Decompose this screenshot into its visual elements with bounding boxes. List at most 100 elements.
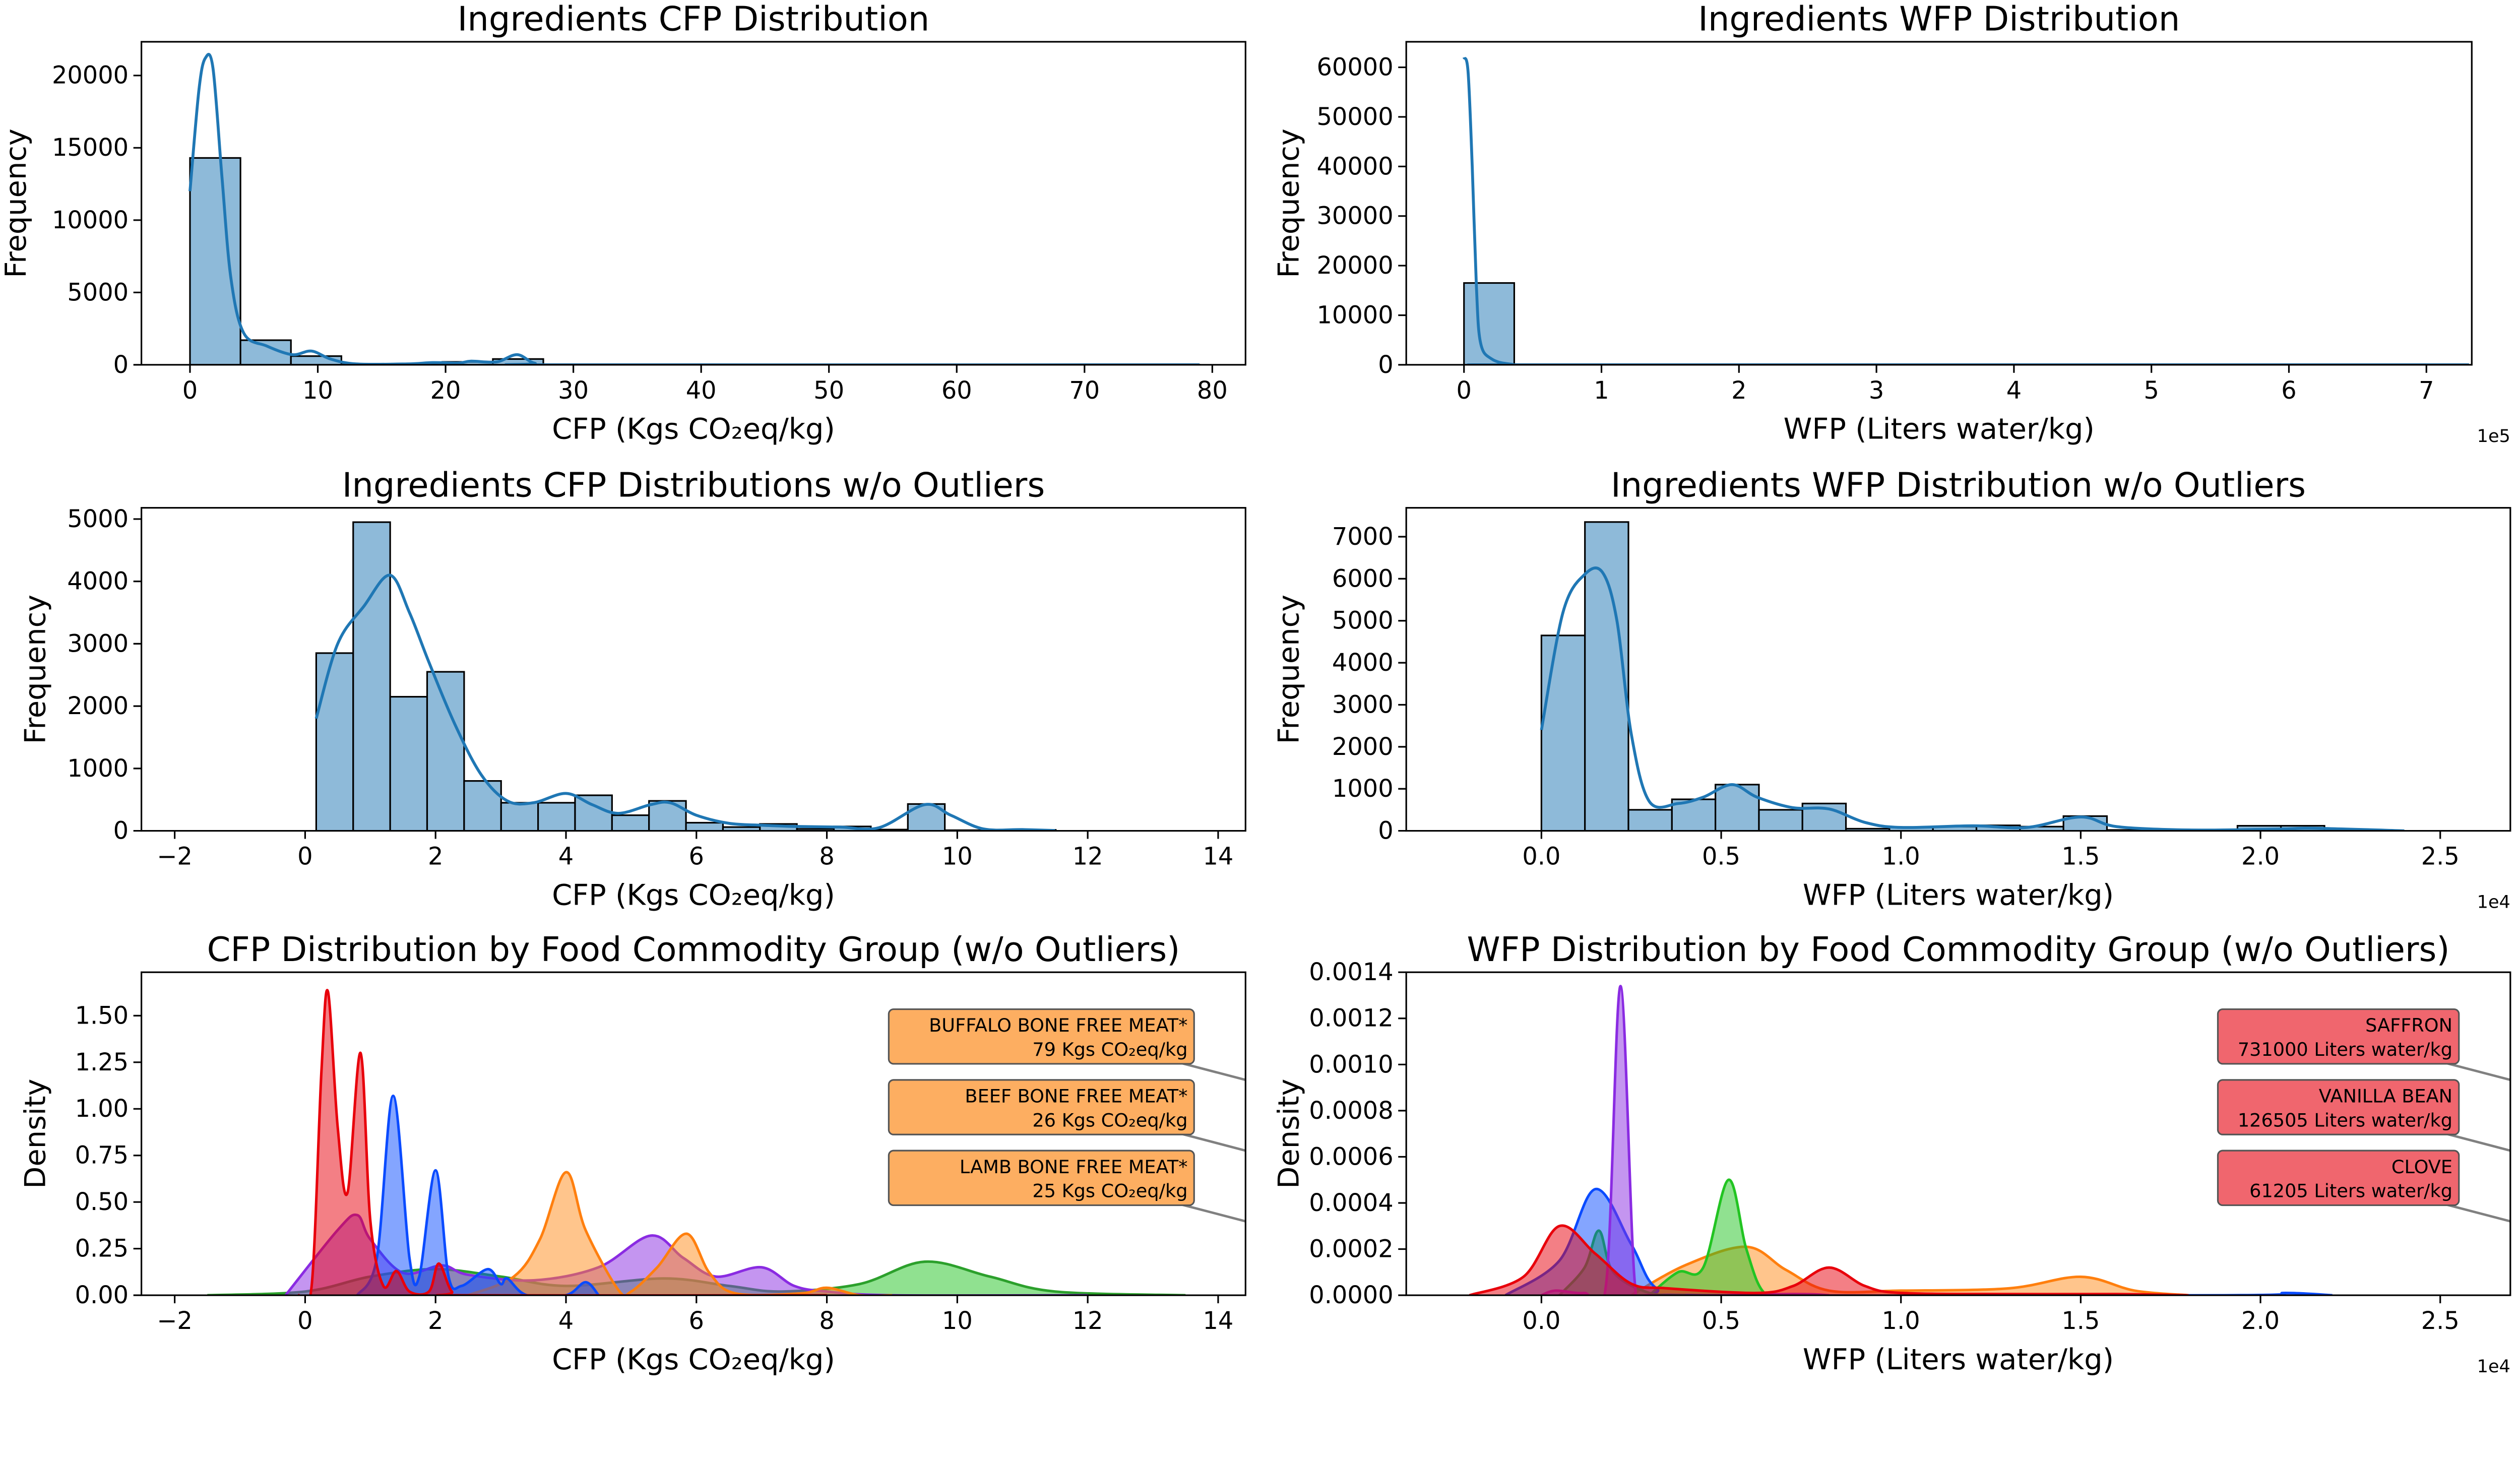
annotation-leader-line	[1177, 1061, 1246, 1081]
x-tick-label: 0.5	[1702, 843, 1740, 871]
x-axis-label: WFP (Liters water/kg)	[1803, 878, 2114, 912]
y-axis-label: Frequency	[0, 129, 33, 278]
density-line-4	[356, 1094, 600, 1296]
density-area-3	[468, 1172, 892, 1296]
y-tick-label: 50000	[1316, 103, 1393, 131]
y-axis-label: Density	[18, 1079, 52, 1189]
annotation-leader-line	[2442, 1131, 2511, 1152]
y-tick-label: 20000	[52, 62, 129, 90]
annotation-label: LAMB BONE FREE MEAT*	[960, 1156, 1188, 1178]
x-tick-label: 12	[1073, 1307, 1103, 1335]
chart-title: Ingredients WFP Distribution w/o Outlier…	[1611, 465, 2306, 504]
histogram-bar	[537, 802, 576, 831]
x-tick-label: 2.0	[2241, 1307, 2280, 1335]
chart-title: WFP Distribution by Food Commodity Group…	[1467, 930, 2450, 969]
x-axis-label: CFP (Kgs CO₂eq/kg)	[552, 878, 835, 912]
x-tick-label: 10	[942, 1307, 973, 1335]
y-axis-label: Frequency	[1272, 129, 1306, 278]
x-tick-label: 1.5	[2061, 1307, 2100, 1335]
y-tick-label: 10000	[52, 207, 129, 234]
y-tick-label: 10000	[1316, 301, 1393, 329]
y-tick-label: 1.25	[75, 1049, 129, 1076]
annotation-box	[2217, 1008, 2460, 1065]
y-tick-label: 2000	[67, 692, 129, 720]
x-tick-label: 2.5	[2421, 843, 2460, 871]
x-tick-label: 6	[689, 1307, 704, 1335]
density-area-5	[1541, 986, 1830, 1296]
x-tick-label: 0	[297, 1307, 312, 1335]
density-line-3	[467, 1171, 892, 1296]
y-tick-label: 0	[113, 351, 129, 379]
y-tick-label: 1000	[67, 755, 129, 783]
x-tick-label: 6	[689, 843, 704, 871]
annotation-value: 26 Kgs CO₂eq/kg	[1032, 1109, 1187, 1131]
annotation-label: BUFFALO BONE FREE MEAT*	[929, 1014, 1187, 1036]
annotation-1: SAFFRON 731000 Liters water/kg	[2217, 1008, 2511, 1081]
annotation-value: 25 Kgs CO₂eq/kg	[1032, 1180, 1187, 1202]
figure: 0 10 20 30 40 50 60 70 8005000100001500020000Ing…	[0, 0, 2511, 1377]
y-tick-label: 3000	[67, 630, 129, 658]
y-axis-label: Density	[1272, 1079, 1306, 1189]
y-tick-label: 4000	[1332, 649, 1394, 677]
annotation-leader-line	[1177, 1202, 1246, 1223]
x-tick-label: 20	[430, 377, 461, 405]
x-tick-label: 40	[686, 377, 717, 405]
chart-4: 0.0 0.5 1.0 1.5 2.0 2.5 0 1000 2000 3000 4000 5000 6…	[1272, 465, 2511, 913]
y-tick-label: 40000	[1316, 153, 1393, 180]
y-tick-label: 1000	[1332, 775, 1394, 803]
histogram-bar	[1584, 521, 1629, 831]
kde-line	[1462, 56, 2469, 365]
x-tick-label: 5	[2144, 377, 2159, 405]
y-tick-label: 0	[113, 817, 129, 845]
x-tick-label: 12	[1073, 843, 1103, 871]
x-tick-label: 70	[1069, 377, 1100, 405]
y-tick-label: 2000	[1332, 733, 1394, 761]
x-tick-label: 0.0	[1522, 843, 1560, 871]
y-tick-label: 1.50	[75, 1002, 129, 1030]
y-tick-label: 15000	[52, 134, 129, 162]
y-tick-label: 5000	[67, 505, 129, 533]
kde-line	[314, 574, 1055, 831]
histogram-bar	[389, 695, 428, 831]
y-tick-label: 0	[1378, 351, 1393, 379]
y-tick-label: 0.0008	[1309, 1097, 1393, 1125]
y-tick-label: 0.75	[75, 1142, 129, 1170]
x-tick-label: 14	[1203, 843, 1234, 871]
axes-frame	[1405, 507, 2511, 832]
chart-5: BUFFALO BONE FREE MEAT* 79 Kgs CO₂eq/kg BE…	[18, 930, 1246, 1376]
annotation-value: 126505 Liters water/kg	[2238, 1109, 2452, 1131]
histogram-bar	[1463, 282, 1516, 365]
annotation-label: CLOVE	[2391, 1156, 2452, 1178]
annotation-leader-line	[1177, 1131, 1246, 1152]
x-tick-label: 1.0	[1882, 843, 1920, 871]
annotation-leader-line	[2442, 1061, 2511, 1081]
y-tick-label: 60000	[1316, 54, 1393, 82]
density-area-6	[1469, 1225, 2189, 1296]
kde-line	[1540, 566, 2405, 831]
y-tick-label: 0.50	[75, 1188, 129, 1216]
x-tick-label: 7	[2419, 377, 2434, 405]
y-tick-label: 5000	[67, 279, 129, 306]
axes-frame	[1405, 971, 2511, 1296]
y-tick-label: 0.0004	[1309, 1189, 1393, 1217]
chart-6: SAFFRON 731000 Liters water/kg VANILLA BEA…	[1272, 930, 2511, 1377]
x-tick-label: 2.0	[2241, 843, 2280, 871]
y-tick-label: 0.0006	[1309, 1143, 1393, 1171]
histogram-bar	[315, 652, 354, 831]
x-tick-label: 10	[942, 843, 973, 871]
density-line-6	[1469, 1224, 2189, 1296]
kde-line	[188, 53, 1200, 365]
histogram-bar	[685, 821, 724, 831]
y-tick-label: 0.0010	[1309, 1051, 1393, 1078]
annotation-box	[2217, 1150, 2460, 1206]
x-tick-label: 6	[2281, 377, 2296, 405]
x-axis-label: WFP (Liters water/kg)	[1784, 412, 2095, 446]
y-axis-label: Frequency	[1272, 595, 1306, 744]
x-tick-label: 50	[813, 377, 844, 405]
y-tick-label: 5000	[1332, 607, 1394, 635]
y-tick-label: 0.0002	[1309, 1236, 1393, 1263]
histogram-bar	[611, 814, 650, 831]
x-tick-label: 30	[558, 377, 589, 405]
density-area-5	[298, 990, 827, 1296]
x-tick-label: 1.0	[1882, 1307, 1920, 1335]
